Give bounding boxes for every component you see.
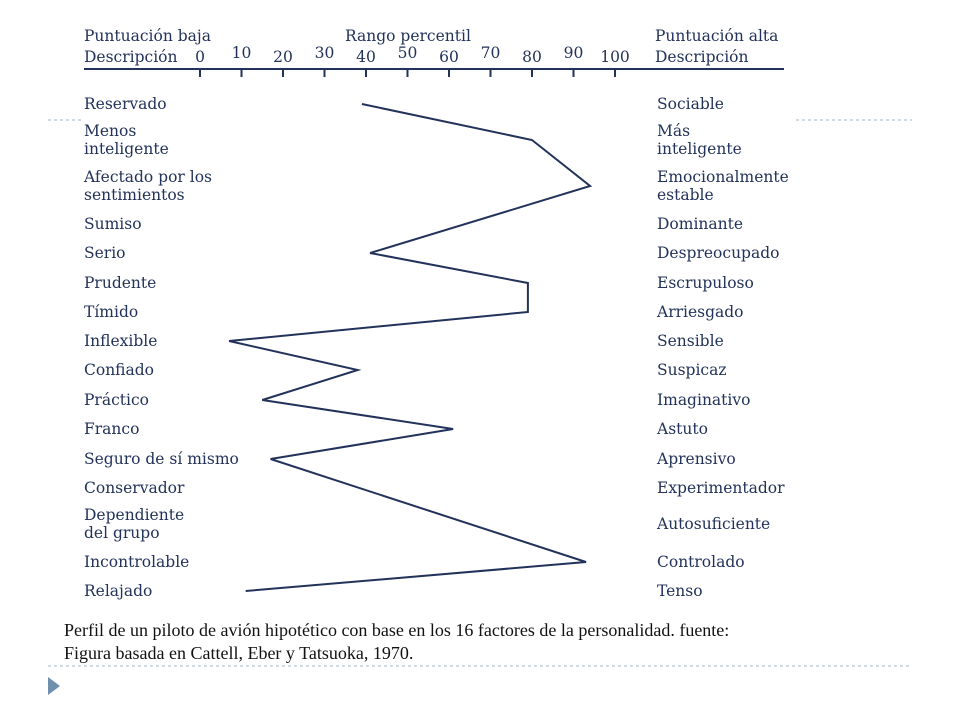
high-score-label: Dominante <box>657 215 743 233</box>
header-right-line2: Descripción <box>655 48 748 66</box>
low-score-label: Seguro de sí mismo <box>84 450 239 468</box>
x-tick-label: 50 <box>398 44 418 62</box>
high-score-label: Arriesgado <box>656 303 744 321</box>
x-tick-label: 100 <box>600 48 630 66</box>
caption-line2: Figura basada en Cattell, Eber y Tatsuok… <box>64 643 413 663</box>
high-score-label: Experimentador <box>657 479 785 497</box>
x-tick-label: 0 <box>195 48 205 66</box>
high-score-label: inteligente <box>657 140 742 158</box>
high-score-label: Sociable <box>657 95 724 113</box>
low-score-label: inteligente <box>84 140 169 158</box>
high-score-label: Despreocupado <box>657 244 779 262</box>
high-score-label: Imaginativo <box>657 391 750 409</box>
high-score-label: Aprensivo <box>656 450 736 468</box>
low-score-label: sentimientos <box>84 186 185 204</box>
low-score-label: Incontrolable <box>84 553 189 571</box>
header-right-line1: Puntuación alta <box>655 27 778 45</box>
high-score-label: Controlado <box>657 553 745 571</box>
chart-title: Rango percentil <box>345 27 471 45</box>
x-tick-label: 30 <box>315 44 335 62</box>
high-score-label: Emocionalmente <box>657 168 789 186</box>
low-score-label: Afectado por los <box>83 168 212 186</box>
low-score-label: Menos <box>84 122 136 140</box>
x-tick-label: 20 <box>273 48 293 66</box>
high-score-label: estable <box>657 186 714 204</box>
high-score-label: Sensible <box>657 332 724 350</box>
high-score-label: Escrupuloso <box>657 274 754 292</box>
low-score-label: Conservador <box>84 479 185 497</box>
x-tick-label: 60 <box>439 48 459 66</box>
x-tick-label: 10 <box>232 44 252 62</box>
x-tick-label: 80 <box>522 48 542 66</box>
high-score-label: Más <box>657 122 690 140</box>
triangle-right-icon <box>48 677 60 695</box>
low-score-label: Práctico <box>84 391 149 409</box>
low-score-label: Dependiente <box>84 506 184 524</box>
x-tick-label: 70 <box>481 44 501 62</box>
profile-line <box>228 103 593 592</box>
low-score-label: Reservado <box>84 95 167 113</box>
low-score-label: Sumiso <box>84 215 142 233</box>
header-left-line2: Descripción <box>84 48 177 66</box>
caption-line1: Perfil de un piloto de avión hipotético … <box>64 620 729 640</box>
high-score-label: Tenso <box>657 582 703 600</box>
x-tick-label: 40 <box>356 48 376 66</box>
low-score-label: Tímido <box>84 303 138 321</box>
high-score-label: Autosuficiente <box>656 515 770 533</box>
low-score-label: Serio <box>84 244 126 262</box>
x-axis-ticks: 0 10 20 30 40 50 60 70 80 90 100 <box>195 44 630 77</box>
x-tick-label: 90 <box>564 44 584 62</box>
high-score-label: Astuto <box>656 420 708 438</box>
header-left-line1: Puntuación baja <box>84 27 211 45</box>
low-score-label: Inflexible <box>84 332 157 350</box>
low-score-label: Relajado <box>84 582 152 600</box>
high-score-label: Suspicaz <box>657 361 727 379</box>
low-score-label: Franco <box>84 420 139 438</box>
low-score-label: Confiado <box>84 361 154 379</box>
low-score-label: Prudente <box>84 274 156 292</box>
low-score-label: del grupo <box>84 524 160 542</box>
